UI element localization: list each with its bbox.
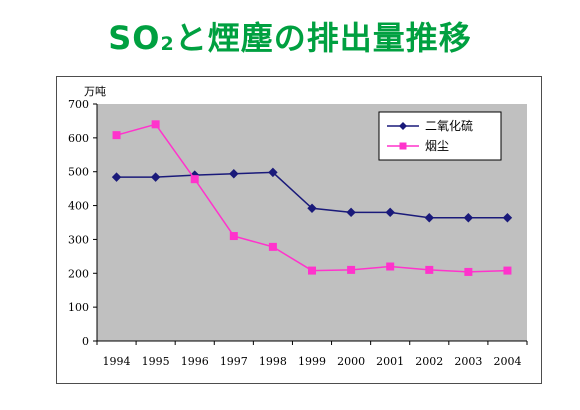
x-tick-label: 1994 xyxy=(103,355,131,368)
data-point xyxy=(308,266,316,275)
data-point xyxy=(268,167,278,178)
x-tick-label: 2000 xyxy=(337,355,365,368)
x-tick-label: 2003 xyxy=(454,355,482,368)
x-tick-label: 1996 xyxy=(181,355,209,368)
title-subscript: 2 xyxy=(160,33,175,55)
y-tick-label: 700 xyxy=(68,98,89,111)
data-point xyxy=(111,172,122,182)
data-point xyxy=(112,131,121,140)
data-point xyxy=(268,242,277,251)
data-point xyxy=(347,265,356,274)
legend-marker xyxy=(399,122,407,130)
data-point xyxy=(307,203,317,213)
y-tick-label: 100 xyxy=(68,301,89,314)
x-tick-label: 2001 xyxy=(376,355,404,368)
data-point xyxy=(229,232,238,241)
data-point xyxy=(151,120,160,129)
y-tick-label: 200 xyxy=(68,267,89,280)
page-title: SO2と煙塵の排出量推移 xyxy=(0,18,580,64)
y-tick-label: 300 xyxy=(68,233,89,246)
x-tick-label: 1999 xyxy=(298,355,326,368)
x-tick-label: 2002 xyxy=(415,355,443,368)
data-point xyxy=(386,262,395,271)
y-tick-label: 500 xyxy=(68,166,89,179)
y-tick-label: 600 xyxy=(68,132,89,145)
title-prefix: SO xyxy=(108,19,161,57)
data-point xyxy=(464,267,473,276)
legend-marker xyxy=(399,142,407,150)
data-point xyxy=(425,265,434,274)
data-point xyxy=(346,207,356,218)
x-tick-label: 1998 xyxy=(259,355,287,368)
data-point xyxy=(424,213,434,223)
data-point xyxy=(463,213,474,223)
data-point xyxy=(503,266,512,275)
x-tick-label: 1997 xyxy=(220,355,248,368)
title-suffix: と煙塵の排出量推移 xyxy=(174,19,472,57)
x-tick-label: 2004 xyxy=(493,355,521,368)
data-point xyxy=(190,175,199,184)
y-unit-label: 万吨 xyxy=(84,85,106,98)
data-point xyxy=(229,169,239,179)
legend-box xyxy=(378,111,502,161)
chart-frame: 0 100 200 300 400 500 600 700 万吨 1994 1995 1996 1997… xyxy=(56,76,542,384)
x-tick-label: 1995 xyxy=(142,355,170,368)
data-point xyxy=(385,207,395,218)
y-tick-label: 400 xyxy=(68,200,89,213)
legend-label: 烟尘 xyxy=(425,139,449,153)
data-point xyxy=(502,213,513,223)
data-point xyxy=(150,172,161,182)
legend-label: 二氧化硫 xyxy=(425,118,473,133)
y-tick-label: 0 xyxy=(82,335,89,348)
